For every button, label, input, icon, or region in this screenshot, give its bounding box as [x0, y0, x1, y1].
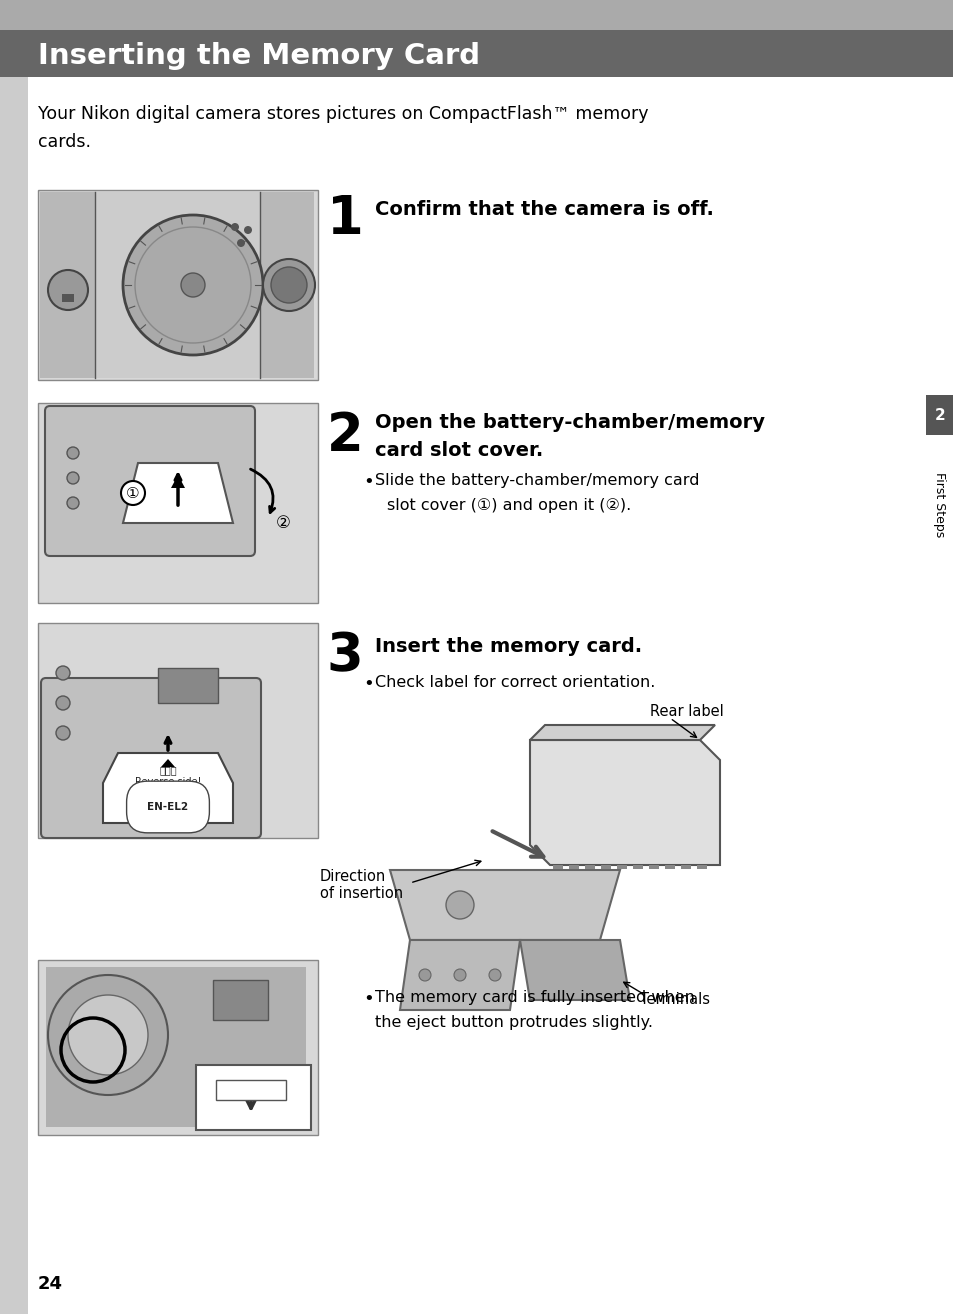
Text: •: •: [363, 675, 374, 692]
Bar: [38, 403, 317, 603]
Circle shape: [244, 226, 252, 234]
Text: •: •: [363, 473, 374, 491]
Circle shape: [446, 891, 474, 918]
Text: Check label for correct orientation.: Check label for correct orientation.: [375, 675, 655, 690]
Circle shape: [121, 481, 145, 505]
Bar: [633, 865, 642, 869]
Polygon shape: [530, 725, 714, 740]
Text: 3: 3: [326, 629, 363, 682]
Text: Slide the battery-chamber/memory card: Slide the battery-chamber/memory card: [375, 473, 699, 487]
Polygon shape: [399, 940, 519, 1010]
Text: 2: 2: [326, 410, 363, 463]
Ellipse shape: [68, 995, 148, 1075]
Text: Confirm that the camera is off.: Confirm that the camera is off.: [375, 200, 713, 219]
Circle shape: [56, 696, 70, 710]
Bar: [95, 192, 260, 378]
Polygon shape: [390, 870, 619, 940]
Text: slot cover (①) and open it (②).: slot cover (①) and open it (②).: [387, 498, 631, 512]
Bar: [38, 623, 317, 838]
Polygon shape: [161, 759, 174, 767]
Bar: [600, 865, 610, 869]
Circle shape: [123, 215, 263, 355]
Text: Insert the memory card.: Insert the memory card.: [375, 637, 641, 656]
Text: •: •: [363, 989, 374, 1008]
Bar: [617, 865, 626, 869]
Circle shape: [56, 727, 70, 740]
Text: EN-EL2: EN-EL2: [148, 802, 189, 812]
Circle shape: [418, 968, 431, 982]
Bar: [664, 865, 675, 869]
Text: First Steps: First Steps: [933, 472, 945, 537]
Bar: [553, 865, 562, 869]
Bar: [0, 0, 28, 1314]
Polygon shape: [123, 463, 233, 523]
Text: Inserting the Memory Card: Inserting the Memory Card: [38, 42, 479, 70]
Bar: [260, 192, 314, 378]
Text: 2: 2: [934, 407, 944, 423]
Circle shape: [67, 447, 79, 459]
Text: ②: ②: [275, 514, 290, 532]
Bar: [568, 865, 578, 869]
Text: the eject button protrudes slightly.: the eject button protrudes slightly.: [375, 1014, 652, 1030]
Circle shape: [271, 267, 307, 304]
Bar: [584, 865, 595, 869]
Text: Terminals: Terminals: [639, 992, 709, 1008]
Bar: [40, 192, 95, 378]
Text: card slot cover.: card slot cover.: [375, 442, 542, 460]
Bar: [0, 30, 953, 78]
Text: Direction
of insertion: Direction of insertion: [319, 869, 403, 901]
Text: ①: ①: [126, 485, 140, 501]
Polygon shape: [103, 753, 233, 823]
Circle shape: [181, 273, 205, 297]
Bar: [925, 396, 953, 435]
Text: Your Nikon digital camera stores pictures on CompactFlash™ memory: Your Nikon digital camera stores picture…: [38, 105, 648, 124]
Bar: [648, 865, 659, 869]
Ellipse shape: [48, 975, 168, 1095]
Bar: [0, 0, 953, 30]
Text: Rear label: Rear label: [649, 704, 723, 720]
Bar: [215, 1080, 286, 1100]
Bar: [195, 1066, 311, 1130]
FancyBboxPatch shape: [45, 406, 254, 556]
Text: うら面
Reverse side!: うら面 Reverse side!: [134, 765, 201, 787]
Circle shape: [67, 472, 79, 484]
Bar: [38, 191, 317, 380]
Circle shape: [56, 666, 70, 681]
Circle shape: [67, 497, 79, 509]
Text: 1: 1: [326, 193, 363, 244]
FancyBboxPatch shape: [41, 678, 261, 838]
Circle shape: [263, 259, 314, 311]
Bar: [680, 865, 690, 869]
Polygon shape: [519, 940, 629, 1000]
Bar: [62, 294, 74, 302]
Text: cards.: cards.: [38, 133, 91, 151]
Polygon shape: [171, 474, 185, 487]
Circle shape: [454, 968, 465, 982]
Text: The memory card is fully inserted when: The memory card is fully inserted when: [375, 989, 694, 1005]
Bar: [38, 961, 317, 1135]
Circle shape: [489, 968, 500, 982]
Text: Open the battery-chamber/memory: Open the battery-chamber/memory: [375, 413, 764, 432]
Bar: [46, 967, 306, 1127]
Bar: [697, 865, 706, 869]
Bar: [213, 980, 268, 1020]
Circle shape: [48, 269, 88, 310]
Bar: [158, 668, 218, 703]
Circle shape: [236, 239, 245, 247]
Circle shape: [231, 223, 239, 231]
Text: 24: 24: [38, 1275, 63, 1293]
Polygon shape: [530, 740, 720, 865]
